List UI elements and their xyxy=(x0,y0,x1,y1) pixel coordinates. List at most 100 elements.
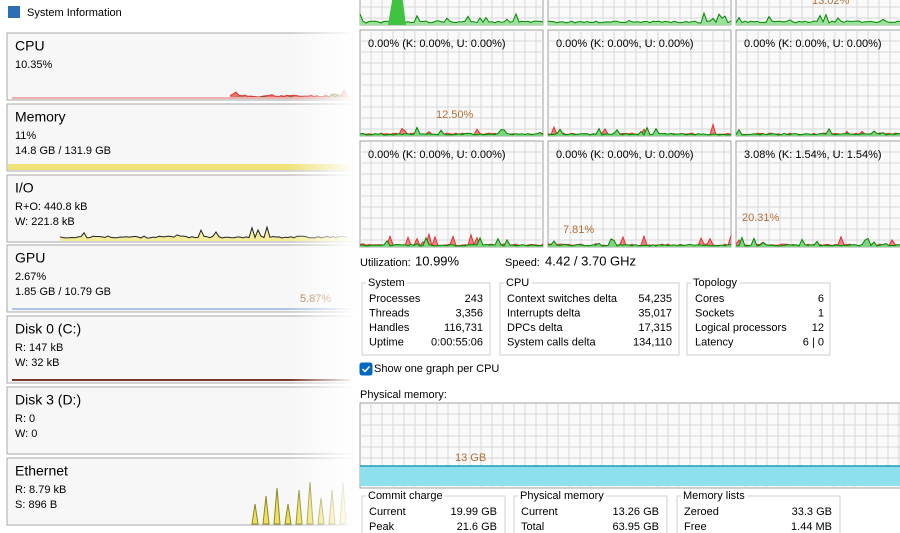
group-title-bg xyxy=(518,489,607,502)
graph-caption: 0.00% (K: 0.00%, U: 0.00%) xyxy=(368,149,506,161)
row-value: 13.26 GB xyxy=(613,506,659,518)
row-label: Free xyxy=(684,521,707,533)
tile-graph xyxy=(262,495,270,525)
graph-line xyxy=(359,236,543,247)
group-box-title: System xyxy=(368,277,405,289)
group-box xyxy=(361,282,491,356)
row-value: 1 xyxy=(818,307,824,319)
tile-value: R: 147 kB xyxy=(15,342,63,354)
row-label: Zeroed xyxy=(684,506,719,518)
row-label: Handles xyxy=(369,322,410,334)
row-value: 0:00:55:06 xyxy=(431,336,483,348)
tile-graph xyxy=(8,164,352,170)
graph-area xyxy=(388,0,406,25)
tile-label: GPU xyxy=(15,250,45,266)
graph-area xyxy=(360,237,543,247)
row-label: System calls delta xyxy=(507,336,597,348)
tile-label: Disk 3 (D:) xyxy=(15,392,81,408)
group-title-bg xyxy=(691,276,740,289)
tile-graph xyxy=(251,503,259,525)
graph-line xyxy=(735,236,900,247)
speed-label: Speed: xyxy=(505,257,540,269)
row-label: Total xyxy=(521,521,544,533)
window-title: System Information xyxy=(27,7,122,19)
group-title-bg xyxy=(504,276,532,289)
row-label: DPCs delta xyxy=(507,322,564,334)
tile-value: R: 0 xyxy=(15,413,35,425)
graph-area xyxy=(60,227,350,241)
row-value: 116,731 xyxy=(444,322,483,334)
graph-line xyxy=(547,11,732,24)
graph-area xyxy=(736,237,900,247)
row-label: Peak xyxy=(369,521,395,533)
memory-graph-peak: 13 GB xyxy=(455,452,486,464)
tile-value: S: 896 B xyxy=(15,499,57,511)
row-label: Latency xyxy=(695,336,734,348)
graph-area xyxy=(360,11,543,25)
graph-line xyxy=(547,238,732,247)
row-label: Threads xyxy=(369,307,410,319)
row-label: Current xyxy=(521,506,558,518)
row-label: Current xyxy=(369,506,406,518)
row-label: Context switches delta xyxy=(507,293,618,305)
graph-caption: 0.00% (K: 0.00%, U: 0.00%) xyxy=(556,38,694,50)
row-value: 35,017 xyxy=(638,307,672,319)
group-title-bg xyxy=(366,276,407,289)
utilization-value: 10.99% xyxy=(415,253,460,268)
group-box-title: Topology xyxy=(693,277,738,289)
row-value: 243 xyxy=(465,293,483,305)
graph-caption: 3.08% (K: 1.54%, U: 1.54%) xyxy=(744,149,882,161)
graph-peak: 20.31% xyxy=(742,212,780,224)
tile-value: W: 221.8 kB xyxy=(15,216,75,228)
tile-graph xyxy=(273,487,281,525)
graph-peak: 7.81% xyxy=(563,224,594,236)
checkbox-label: Show one graph per CPU xyxy=(374,363,499,375)
row-label: Cores xyxy=(695,293,725,305)
memory-usage-band xyxy=(360,466,900,486)
group-box-title: CPU xyxy=(506,277,529,289)
row-label: Logical processors xyxy=(695,322,787,334)
tile-label: Disk 0 (C:) xyxy=(15,321,81,337)
row-value: 54,235 xyxy=(638,293,672,305)
graph-caption: 0.00% (K: 0.00%, U: 0.00%) xyxy=(556,149,694,161)
graph-line xyxy=(547,126,732,136)
row-value: 3,356 xyxy=(455,307,483,319)
tile-value: 11% xyxy=(15,130,36,142)
tile-label: Memory xyxy=(15,109,66,125)
row-value: 6 | 0 xyxy=(803,336,824,348)
checkbox-check xyxy=(361,365,371,373)
tile-value: 2.67% xyxy=(15,271,46,283)
group-title-bg xyxy=(681,489,748,502)
group-box-title: Commit charge xyxy=(368,490,443,502)
graph-line xyxy=(359,126,544,136)
tile-label: I/O xyxy=(15,180,34,196)
tile-value: W: 0 xyxy=(15,428,37,440)
memory-graph-title: Physical memory: xyxy=(360,389,447,401)
group-box-title: Memory lists xyxy=(683,490,745,502)
row-label: Processes xyxy=(369,293,421,305)
tile-value: R+O: 440.8 kB xyxy=(15,201,87,213)
tile-value: W: 32 kB xyxy=(15,357,59,369)
group-box xyxy=(676,495,841,533)
row-value: 33.3 GB xyxy=(792,506,832,518)
graph-caption: 0.00% (K: 0.00%, U: 0.00%) xyxy=(368,38,506,50)
checkbox[interactable] xyxy=(359,362,373,376)
app-icon xyxy=(8,6,20,18)
graph-line xyxy=(735,127,900,136)
speed-value: 4.42 / 3.70 GHz xyxy=(545,253,636,268)
row-value: 17,315 xyxy=(638,322,672,334)
group-title-bg xyxy=(366,489,445,502)
row-value: 21.6 GB xyxy=(457,521,497,533)
group-box xyxy=(499,282,680,356)
tile-value: 14.8 GB / 131.9 GB xyxy=(15,145,111,157)
row-value: 1.44 MB xyxy=(791,521,832,533)
row-label: Interrupts delta xyxy=(507,307,581,319)
row-label: Uptime xyxy=(369,336,404,348)
graph-peak: 12.50% xyxy=(436,109,474,121)
group-box-title: Physical memory xyxy=(520,490,604,502)
row-value: 19.99 GB xyxy=(451,506,497,518)
tile-value: 1.85 GB / 10.79 GB xyxy=(15,286,111,298)
tile-value: 10.35% xyxy=(15,59,53,71)
